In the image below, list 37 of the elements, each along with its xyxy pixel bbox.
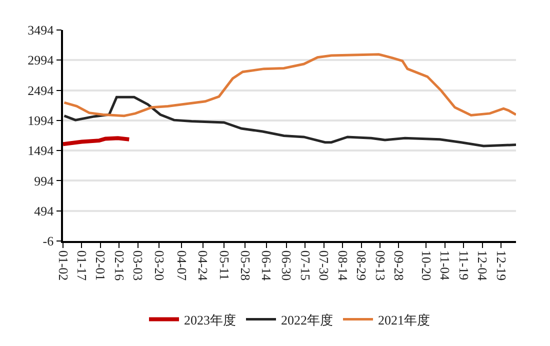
y-tick-label: 2494 xyxy=(28,82,54,98)
x-tick-label: 07-15 xyxy=(298,250,313,281)
line-series xyxy=(63,96,516,148)
x-tick-label: 08-29 xyxy=(354,250,370,281)
y-tick-label: 3494 xyxy=(28,22,54,38)
x-tick-label: 10-20 xyxy=(418,250,434,281)
legend-label: 2022年度 xyxy=(281,312,333,328)
x-tick-label: 04-07 xyxy=(174,250,190,282)
x-tick-label: 09-13 xyxy=(372,250,388,281)
line-series xyxy=(63,136,132,146)
x-tick-label: 02-01 xyxy=(93,250,108,281)
x-tick-label: 12-04 xyxy=(475,250,490,282)
x-tick-label: 06-14 xyxy=(259,250,274,282)
x-tick-label: 11-04 xyxy=(438,250,453,281)
x-tick-label: 05-11 xyxy=(216,250,232,280)
y-tick-label: 1494 xyxy=(28,143,54,158)
x-tick-label: 04-24 xyxy=(196,250,211,282)
x-tick-label: 02-16 xyxy=(112,250,127,282)
x-tick-label: 11-19 xyxy=(456,250,472,280)
x-tick-label: 05-28 xyxy=(238,250,253,281)
x-tick-label: 12-19 xyxy=(494,250,509,281)
x-tick-label: 01-02 xyxy=(56,250,71,281)
x-tick-label: 03-20 xyxy=(152,250,167,281)
x-tick-label: 08-14 xyxy=(335,250,350,282)
x-tick-label: 09-28 xyxy=(391,250,406,281)
x-tick-label: 06-30 xyxy=(279,250,294,281)
legend-label: 2021年度 xyxy=(378,312,430,328)
line-series xyxy=(63,53,516,118)
y-tick-label: -6 xyxy=(42,234,54,249)
y-tick-label: 2994 xyxy=(28,52,54,68)
y-tick-label: 1994 xyxy=(28,112,54,128)
legend-label: 2023年度 xyxy=(184,312,236,328)
x-tick-label: 03-03 xyxy=(130,250,146,281)
y-tick-label: 994 xyxy=(34,173,54,188)
y-tick-label: 494 xyxy=(34,203,54,218)
x-tick-label: 07-30 xyxy=(316,250,332,281)
x-tick-label: 01-17 xyxy=(74,250,90,282)
